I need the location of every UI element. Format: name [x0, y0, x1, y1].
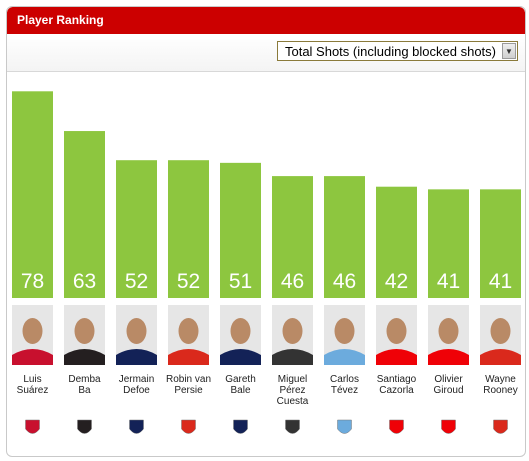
- player-name-line: Gareth: [225, 374, 256, 385]
- player-face: [438, 318, 459, 344]
- player-name-line: Miguel: [278, 374, 307, 385]
- player-name-line: Santiago: [377, 374, 417, 385]
- player-face: [74, 318, 95, 344]
- player-face: [126, 318, 147, 344]
- player-shirt: [168, 349, 209, 365]
- bar-value-label: 42: [385, 270, 408, 293]
- bar-value-label: 52: [177, 270, 200, 293]
- bar-6[interactable]: [272, 176, 313, 298]
- player-shirt: [64, 349, 105, 365]
- player-shirt: [324, 349, 365, 365]
- player-name-line: Jermain: [119, 374, 155, 385]
- widget-toolbar: Total Shots (including blocked shots) ▼: [7, 34, 525, 72]
- manchester-united-crest-icon: [493, 419, 508, 434]
- player-name-line: Olivier: [434, 374, 463, 385]
- player-shirt: [376, 349, 417, 365]
- tottenham-crest-icon: [129, 419, 144, 434]
- bar-value-label: 51: [229, 270, 252, 293]
- player-shirt: [480, 349, 521, 365]
- player-name-line: Suárez: [17, 385, 49, 396]
- tottenham-crest-icon: [233, 419, 248, 434]
- player-face: [334, 318, 355, 344]
- bar-2[interactable]: [64, 131, 105, 298]
- bar-4[interactable]: [168, 160, 209, 298]
- player-name-line: Pérez: [279, 385, 305, 396]
- bar-value-label: 46: [281, 270, 304, 293]
- bar-value-label: 78: [21, 270, 44, 293]
- player-name-line: Wayne: [485, 374, 516, 385]
- metric-select[interactable]: Total Shots (including blocked shots) ▼: [276, 41, 518, 61]
- chevron-down-icon[interactable]: ▼: [502, 43, 516, 59]
- player-face: [178, 318, 199, 344]
- arsenal-crest-icon: [389, 419, 404, 434]
- player-name-line: Defoe: [123, 385, 150, 396]
- player-shirt: [116, 349, 157, 365]
- bar-8[interactable]: [376, 186, 417, 298]
- bar-value-label: 52: [125, 270, 148, 293]
- player-name-line: Persie: [174, 385, 203, 396]
- widget-title: Player Ranking: [7, 7, 525, 34]
- bar-9[interactable]: [428, 189, 469, 298]
- player-shirt: [428, 349, 469, 365]
- bar-7[interactable]: [324, 176, 365, 298]
- player-name-line: Bale: [230, 385, 250, 396]
- bar-value-label: 41: [489, 270, 512, 293]
- manchester-united-crest-icon: [181, 419, 196, 434]
- bar-value-label: 63: [73, 270, 96, 293]
- metric-select-value: Total Shots (including blocked shots): [284, 43, 496, 59]
- bar-value-label: 41: [437, 270, 460, 293]
- player-shirt: [220, 349, 261, 365]
- player-name-line: Demba: [68, 374, 101, 385]
- player-name-line: Luis: [23, 374, 41, 385]
- bar-3[interactable]: [116, 160, 157, 298]
- bar-5[interactable]: [220, 162, 261, 298]
- bar-1[interactable]: [12, 91, 53, 298]
- liverpool-crest-icon: [25, 419, 40, 434]
- player-name-line: Ba: [78, 385, 91, 396]
- manchester-city-crest-icon: [337, 419, 352, 434]
- player-name-line: Cuesta: [277, 396, 309, 407]
- player-name-line: Rooney: [483, 385, 517, 396]
- player-face: [386, 318, 407, 344]
- player-name-line: Robin van: [166, 374, 211, 385]
- player-face: [490, 318, 511, 344]
- player-shirt: [12, 349, 53, 365]
- swansea-crest-icon: [285, 419, 300, 434]
- newcastle-crest-icon: [77, 419, 92, 434]
- player-name-line: Carlos: [330, 374, 359, 385]
- player-name-line: Cazorla: [379, 385, 414, 396]
- bar-10[interactable]: [480, 189, 521, 298]
- player-shirt: [272, 349, 313, 365]
- player-name-line: Tévez: [331, 385, 358, 396]
- arsenal-crest-icon: [441, 419, 456, 434]
- player-face: [22, 318, 43, 344]
- player-face: [230, 318, 251, 344]
- bar-value-label: 46: [333, 270, 356, 293]
- player-name-line: Giroud: [433, 385, 463, 396]
- player-face: [282, 318, 303, 344]
